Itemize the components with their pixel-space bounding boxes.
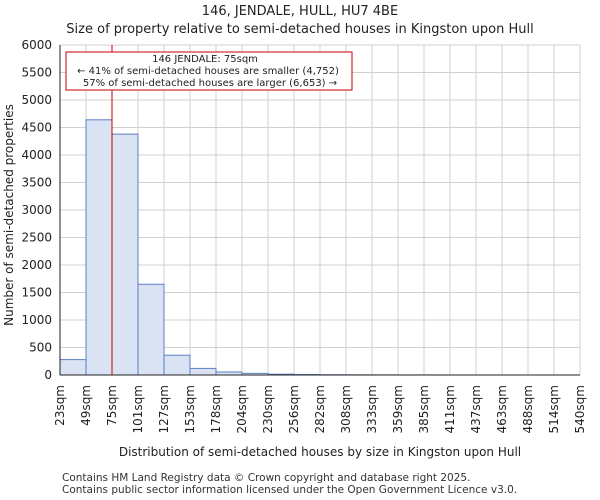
y-tick-label: 4500 [21,121,52,135]
x-tick-label: 75sqm [105,385,119,426]
histogram-bar [85,119,113,376]
annotation-line-2: ← 41% of semi-detached houses are smalle… [77,66,339,77]
x-tick-label: 153sqm [183,385,197,433]
x-tick-label: 256sqm [287,385,301,433]
x-tick-label: 127sqm [157,385,171,433]
x-tick-label: 463sqm [495,385,509,433]
histogram-bar [137,283,165,376]
x-tick-label: 385sqm [417,385,431,433]
annotation-border [65,51,353,91]
x-tick-label: 540sqm [573,385,587,433]
axes: 0 500 1000 1500 2000 2500 3000 3500 4000 4500 5000… [21,38,587,433]
y-tick-label: 5500 [21,66,52,80]
histogram-bar [189,367,217,376]
x-tick-label: 488sqm [521,385,535,433]
x-axis-label: Distribution of semi-detached houses by … [119,445,521,459]
x-tick-label: 204sqm [235,385,249,433]
y-tick-label: 500 [29,341,52,355]
footer-line-1: Contains HM Land Registry data © Crown c… [62,472,471,484]
histogram-bar [163,354,191,376]
y-tick-label: 2500 [21,231,52,245]
y-tick-label: 4000 [21,148,52,162]
x-tick-label: 230sqm [261,385,275,433]
x-tick-label: 359sqm [391,385,405,433]
bars [59,119,451,376]
y-axis-label: Number of semi-detached properties [2,104,16,326]
x-tick-label: 282sqm [313,385,327,433]
x-tick-label: 333sqm [365,385,379,433]
x-tick-label: 308sqm [339,385,353,433]
annotation-line-3: 57% of semi-detached houses are larger (… [83,78,337,89]
chart-title: 146, JENDALE, HULL, HU7 4BE [201,4,399,19]
y-tick-label: 0 [44,368,52,382]
y-tick-label: 6000 [21,38,52,52]
y-tick-label: 5000 [21,93,52,107]
histogram-bar [59,359,87,376]
y-tick-label: 1000 [21,313,52,327]
x-tick-label: 23sqm [53,385,67,426]
annotation-box: 146 JENDALE: 75sqm ← 41% of semi-detache… [65,51,353,91]
chart-subtitle: Size of property relative to semi-detach… [66,22,534,37]
x-tick-label: 411sqm [443,385,457,433]
y-tick-label: 3500 [21,176,52,190]
x-tick-label: 101sqm [131,385,145,433]
x-tick-label: 514sqm [547,385,561,433]
histogram-bar [111,133,139,376]
x-tick-label: 178sqm [209,385,223,433]
y-tick-label: 1500 [21,286,52,300]
footer-line-2: Contains public sector information licen… [62,484,518,496]
y-tick-label: 2000 [21,258,52,272]
annotation-line-1: 146 JENDALE: 75sqm [152,54,258,65]
y-tick-label: 3000 [21,203,52,217]
x-tick-label: 437sqm [469,385,483,433]
x-tick-label: 49sqm [79,385,93,426]
